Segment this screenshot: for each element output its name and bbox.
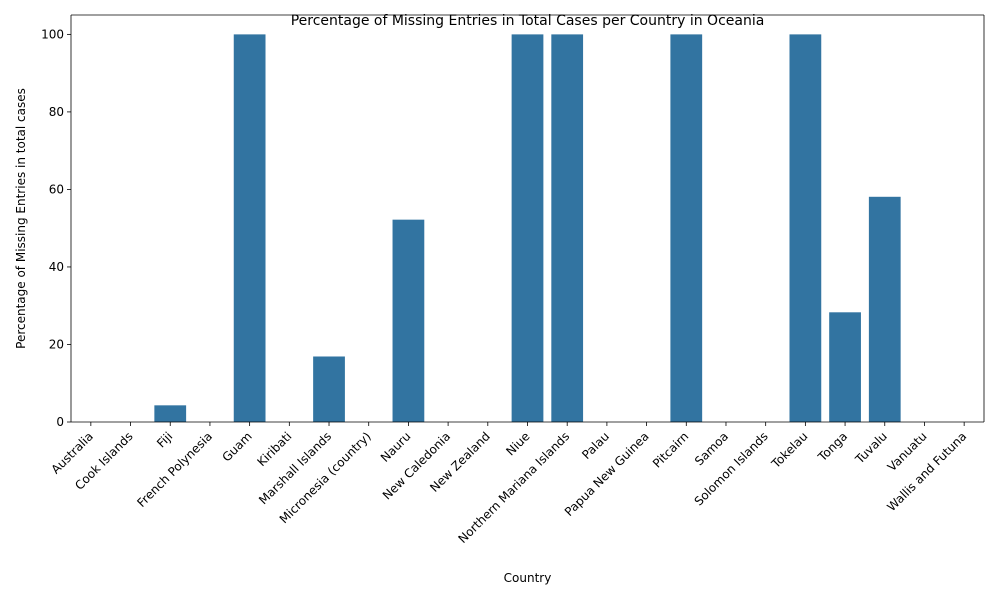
x-tick-label: Samoa	[692, 429, 731, 468]
y-tick-label: 80	[49, 105, 64, 119]
x-tick-label: French Polynesia	[134, 429, 215, 510]
bar-nauru	[392, 219, 425, 422]
bar-northern-mariana-islands	[551, 34, 584, 422]
chart-title: Percentage of Missing Entries in Total C…	[291, 13, 765, 29]
x-tick-label: New Caledonia	[380, 429, 453, 502]
y-axis: 0 20 40 60 80 100	[41, 27, 71, 429]
x-tick-label: Tuvalu	[852, 429, 890, 467]
x-tick-label: Wallis and Futuna	[884, 429, 969, 514]
bar-tuvalu	[868, 196, 901, 422]
x-tick-label: Tonga	[815, 429, 851, 465]
y-tick-label: 60	[49, 182, 64, 196]
x-tick-label: Kiribati	[255, 429, 295, 469]
x-tick-label: Solomon Islands	[692, 429, 771, 508]
y-tick-label: 40	[49, 260, 64, 274]
x-tick-label: Guam	[219, 429, 254, 464]
x-tick-label: Nauru	[378, 429, 414, 465]
bar-tonga	[829, 312, 861, 422]
bar-pitcairn	[670, 34, 703, 422]
x-tick-label: Tokelau	[768, 429, 810, 471]
y-axis-label: Percentage of Missing Entries in total c…	[14, 88, 28, 349]
y-tick-label: 100	[41, 27, 64, 41]
x-tick-label: Niue	[503, 429, 532, 458]
x-tick-label: Marshall Islands	[256, 429, 334, 507]
bar-marshall-islands	[313, 356, 345, 422]
bar-guam	[233, 34, 266, 422]
y-tick-label: 20	[49, 337, 64, 351]
bar-niue	[511, 34, 544, 422]
x-tick-label: Palau	[579, 429, 612, 462]
bar-fiji	[154, 405, 187, 422]
bar-tokelau	[789, 34, 822, 422]
x-tick-label: Pitcairn	[650, 429, 691, 470]
x-axis-label: Country	[504, 571, 552, 585]
bars-group	[154, 34, 901, 422]
x-tick-label: Fiji	[154, 429, 175, 450]
y-tick-label: 0	[56, 415, 64, 429]
